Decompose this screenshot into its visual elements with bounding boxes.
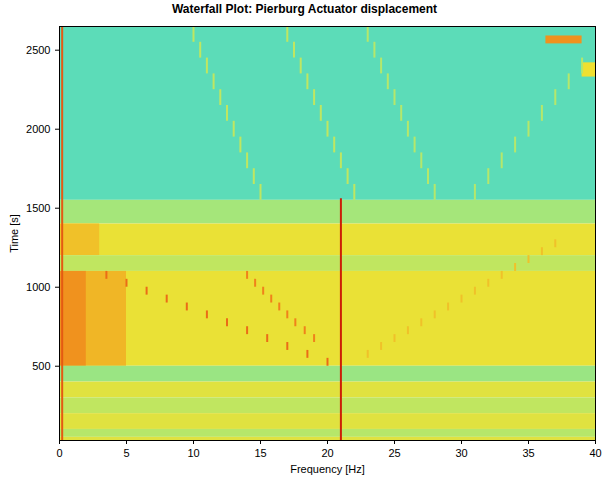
svg-text:2000: 2000 bbox=[26, 123, 50, 135]
svg-text:30: 30 bbox=[455, 447, 467, 459]
svg-text:20: 20 bbox=[321, 447, 333, 459]
svg-text:5: 5 bbox=[123, 447, 129, 459]
svg-text:500: 500 bbox=[32, 360, 50, 372]
svg-text:40: 40 bbox=[589, 447, 601, 459]
svg-text:2500: 2500 bbox=[26, 44, 50, 56]
html-text:Waterfall Plot: Pierburg Actua: Waterfall Plot: Pierburg Actuator displa… bbox=[171, 2, 438, 16]
svg-text:0: 0 bbox=[56, 447, 62, 459]
svg-text:1500: 1500 bbox=[26, 202, 50, 214]
svg-text:Time [s]: Time [s] bbox=[8, 214, 20, 253]
svg-text:1000: 1000 bbox=[26, 281, 50, 293]
svg-text:10: 10 bbox=[187, 447, 199, 459]
svg-text:15: 15 bbox=[254, 447, 266, 459]
svg-text:Frequency [Hz]: Frequency [Hz] bbox=[290, 463, 365, 475]
svg-text:35: 35 bbox=[522, 447, 534, 459]
svg-text:25: 25 bbox=[388, 447, 400, 459]
